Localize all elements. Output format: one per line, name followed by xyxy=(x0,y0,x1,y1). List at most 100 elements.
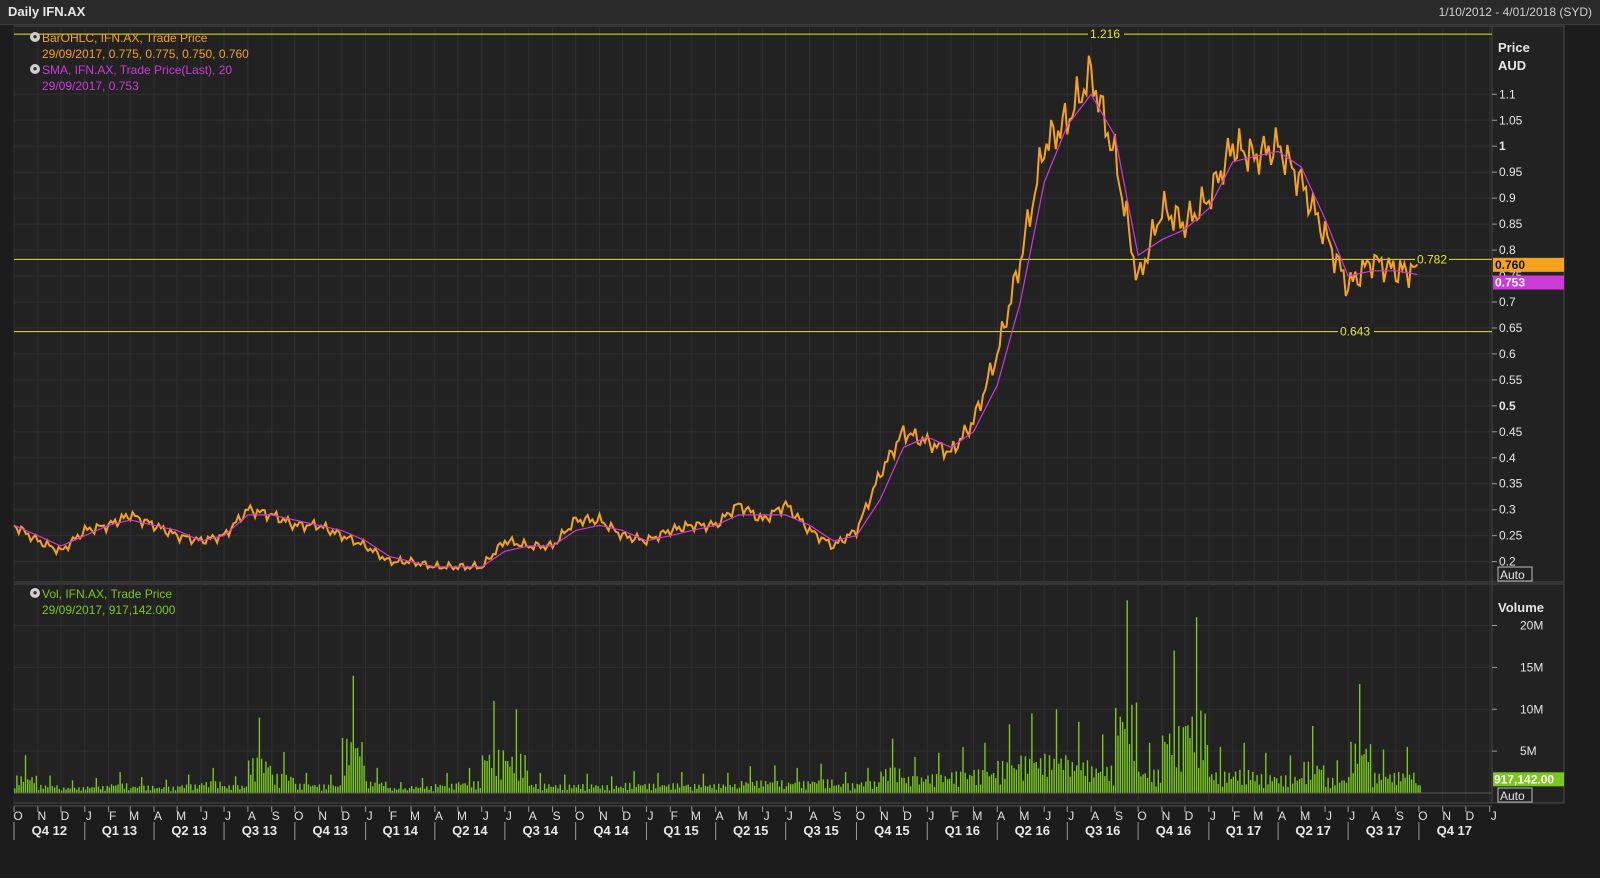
volume-bar xyxy=(774,765,776,793)
volume-bar xyxy=(829,787,831,793)
volume-bar xyxy=(56,785,58,793)
volume-bar xyxy=(380,782,383,793)
volume-bar xyxy=(1410,779,1413,793)
volume-bar xyxy=(1348,776,1350,793)
volume-bar xyxy=(816,783,818,793)
volume-bar xyxy=(898,768,901,793)
volume-bar xyxy=(1206,745,1209,793)
volume-bar xyxy=(964,772,966,793)
month-tick-label: M xyxy=(410,809,420,823)
volume-bar xyxy=(1031,713,1033,793)
volume-bar xyxy=(250,774,252,793)
month-tick-label: J xyxy=(1326,809,1332,823)
volume-bar xyxy=(604,790,606,793)
volume-bar xyxy=(1148,742,1151,794)
volume-bar xyxy=(1082,762,1084,793)
volume-bar xyxy=(121,783,123,793)
volume-bar xyxy=(97,786,100,793)
volume-bar xyxy=(174,790,177,793)
volume-bar xyxy=(1228,772,1230,793)
volume-bar xyxy=(1193,752,1196,793)
horizontal-line-label: 0.782 xyxy=(1417,252,1447,266)
volume-bar xyxy=(648,783,650,793)
volume-bar xyxy=(125,783,128,793)
volume-bar xyxy=(237,785,239,793)
volume-bar xyxy=(1294,776,1296,793)
volume-bar xyxy=(87,786,89,793)
volume-bar xyxy=(792,784,794,793)
volume-bar xyxy=(1106,766,1108,793)
volume-bar xyxy=(35,775,38,793)
volume-bar xyxy=(448,787,451,793)
volume-bar xyxy=(1121,721,1124,793)
month-tick-label: A xyxy=(997,809,1005,823)
volume-bar xyxy=(1367,762,1369,793)
volume-bar xyxy=(67,787,69,793)
volume-bar xyxy=(509,766,511,793)
volume-bar xyxy=(260,758,263,793)
volume-bar xyxy=(1001,760,1004,793)
volume-bar xyxy=(783,789,785,793)
volume-bar xyxy=(350,742,352,793)
volume-bar xyxy=(1048,755,1051,793)
volume-bar xyxy=(689,787,692,793)
quarter-tick-label: Q2 13 xyxy=(171,823,206,838)
volume-bar xyxy=(1296,780,1298,793)
volume-bar xyxy=(212,767,214,793)
quarter-tick-label: Q2 14 xyxy=(452,823,488,838)
volume-bar xyxy=(1380,779,1382,793)
volume-bar xyxy=(22,782,25,793)
month-tick-label: N xyxy=(599,809,608,823)
volume-bar xyxy=(1020,755,1022,793)
month-tick-label: S xyxy=(553,809,561,823)
volume-bar xyxy=(1126,600,1128,793)
volume-bar xyxy=(1247,770,1250,793)
quarter-tick-label: Q1 16 xyxy=(945,823,980,838)
volume-bar xyxy=(372,786,374,793)
volume-bar xyxy=(1128,744,1131,793)
volume-bar xyxy=(747,783,749,793)
volume-bar xyxy=(977,769,980,793)
volume-bar xyxy=(1195,617,1198,793)
volume-bar xyxy=(962,746,964,793)
volume-bar xyxy=(1292,783,1294,793)
price-auto-button xyxy=(1497,566,1533,582)
volume-bar xyxy=(749,766,751,793)
volume-bar xyxy=(715,789,718,793)
volume-bar xyxy=(743,785,745,793)
volume-bar xyxy=(1089,782,1091,793)
volume-bar xyxy=(1359,684,1361,793)
volume-bar xyxy=(339,785,341,793)
volume-bar xyxy=(691,790,694,793)
volume-bar xyxy=(1024,756,1027,793)
volume-bar xyxy=(842,783,844,793)
quarter-tick-label: Q1 14 xyxy=(383,823,419,838)
volume-bar xyxy=(402,789,404,793)
volume-bar xyxy=(1219,746,1222,793)
volume-bar xyxy=(481,755,484,793)
legend-toggle-icon[interactable]: ● xyxy=(30,64,40,74)
title-bar: Daily IFN.AX 1/10/2012 - 4/01/2018 (SYD) xyxy=(0,0,1600,25)
date-range[interactable]: 1/10/2012 - 4/01/2018 (SYD) xyxy=(1438,5,1592,19)
volume-bar xyxy=(47,787,49,793)
volume-bar xyxy=(1213,780,1215,793)
volume-bar xyxy=(1069,776,1071,793)
volume-bar xyxy=(903,778,905,793)
volume-bar xyxy=(1018,764,1020,793)
legend-toggle-icon[interactable]: ● xyxy=(30,32,40,42)
volume-bar xyxy=(1046,776,1048,793)
volume-bar xyxy=(694,784,696,793)
volume-bar xyxy=(637,784,640,793)
quarter-tick-label: Q4 15 xyxy=(874,823,909,838)
volume-bar xyxy=(1155,786,1157,793)
legend-toggle-icon[interactable]: ● xyxy=(30,588,40,598)
volume-bar xyxy=(738,787,741,793)
volume-bar xyxy=(548,784,550,793)
price-ohlc-series xyxy=(13,55,1419,572)
volume-bar xyxy=(1144,773,1146,793)
volume-bar xyxy=(800,788,803,793)
volume-bar xyxy=(149,790,152,793)
volume-bar xyxy=(1314,774,1316,793)
volume-bar xyxy=(805,789,807,793)
